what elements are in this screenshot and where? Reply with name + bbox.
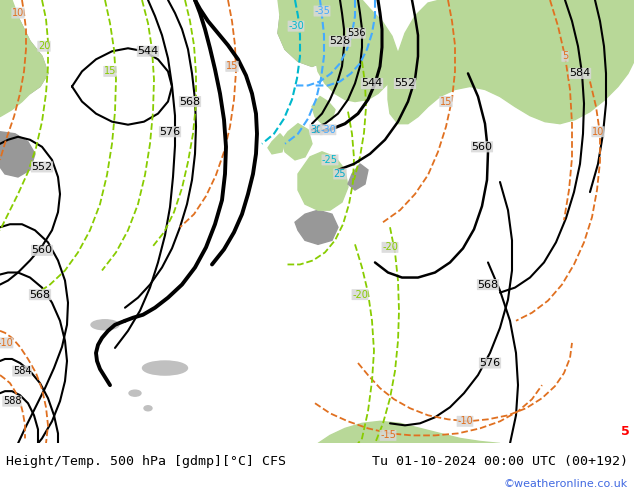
Text: -35: -35 [314, 6, 330, 16]
Text: 5: 5 [621, 425, 630, 438]
Polygon shape [0, 0, 48, 94]
Text: 568: 568 [477, 280, 498, 290]
Text: 15: 15 [226, 61, 238, 72]
Text: ©weatheronline.co.uk: ©weatheronline.co.uk [503, 479, 628, 490]
Text: 20: 20 [38, 41, 50, 51]
Text: -30: -30 [320, 125, 336, 135]
Text: -25: -25 [322, 155, 338, 165]
Text: -15: -15 [380, 430, 396, 441]
Text: -20: -20 [352, 290, 368, 299]
Text: -10: -10 [457, 416, 473, 426]
Text: 536: 536 [347, 28, 365, 38]
Polygon shape [0, 132, 35, 177]
Polygon shape [318, 421, 500, 443]
Text: 576: 576 [159, 127, 181, 137]
Polygon shape [278, 0, 352, 66]
Ellipse shape [91, 320, 119, 330]
Text: -20: -20 [382, 243, 398, 252]
Ellipse shape [144, 406, 152, 411]
Text: 30: 30 [310, 125, 322, 135]
Text: 528: 528 [330, 36, 351, 46]
Text: -10: -10 [0, 338, 13, 348]
Text: 560: 560 [32, 245, 53, 255]
Text: 10: 10 [12, 8, 24, 18]
Text: -30: -30 [288, 21, 304, 31]
Text: 568: 568 [29, 290, 51, 299]
Text: 544: 544 [138, 46, 158, 56]
Text: 552: 552 [394, 78, 415, 89]
Text: Height/Temp. 500 hPa [gdmp][°C] CFS: Height/Temp. 500 hPa [gdmp][°C] CFS [6, 455, 287, 467]
Polygon shape [348, 164, 368, 190]
Text: 15: 15 [440, 97, 452, 106]
Text: 10: 10 [592, 127, 604, 137]
Text: Tu 01-10-2024 00:00 UTC (00+192): Tu 01-10-2024 00:00 UTC (00+192) [372, 455, 628, 467]
Text: 544: 544 [361, 78, 383, 89]
Polygon shape [0, 0, 18, 33]
Polygon shape [0, 0, 48, 117]
Text: 588: 588 [3, 396, 22, 406]
Text: 576: 576 [479, 358, 501, 368]
Text: 25: 25 [333, 169, 346, 179]
Text: 5: 5 [562, 51, 568, 61]
Polygon shape [298, 152, 348, 210]
Text: 15: 15 [104, 66, 116, 76]
Polygon shape [278, 0, 332, 66]
Polygon shape [268, 134, 285, 154]
Text: 568: 568 [179, 97, 200, 106]
Polygon shape [388, 0, 634, 123]
Polygon shape [295, 210, 338, 245]
Ellipse shape [143, 361, 188, 375]
Ellipse shape [129, 390, 141, 396]
Polygon shape [282, 123, 312, 160]
Text: 560: 560 [472, 142, 493, 152]
Text: 552: 552 [32, 162, 53, 172]
Polygon shape [315, 0, 398, 101]
Text: 584: 584 [569, 69, 591, 78]
Text: 584: 584 [13, 366, 31, 376]
Polygon shape [312, 97, 335, 123]
